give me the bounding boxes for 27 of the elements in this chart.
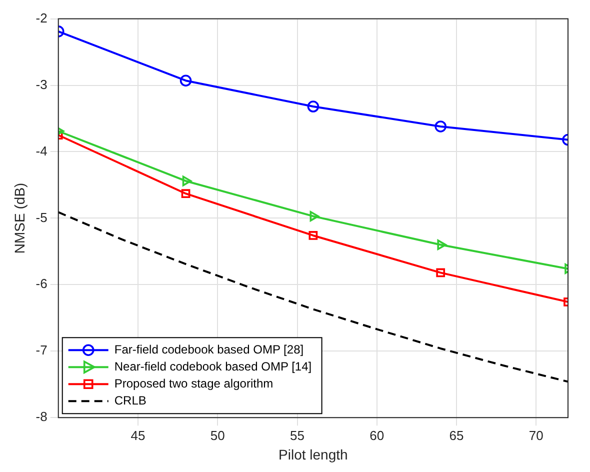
y-axis-title: NMSE (dB) xyxy=(11,182,28,254)
y-tick-label: -5 xyxy=(36,210,48,225)
y-tick-label: -8 xyxy=(36,409,48,424)
x-tick-label: 70 xyxy=(528,428,544,443)
legend-label: Far-field codebook based OMP [28] xyxy=(114,342,304,356)
x-tick-label: 60 xyxy=(370,428,384,443)
point xyxy=(310,210,320,222)
legend-label: Proposed two stage algorithm xyxy=(114,376,274,390)
point xyxy=(181,189,190,198)
y-tick-label: -4 xyxy=(36,143,48,158)
x-tick-label: 50 xyxy=(210,428,225,443)
point xyxy=(308,231,318,240)
legend-label: Near-field codebook based OMP [14] xyxy=(114,359,312,374)
y-tick-label: -6 xyxy=(36,276,48,292)
x-axis-title: Pilot length xyxy=(278,446,348,462)
x-tick-label: 65 xyxy=(449,428,464,443)
point xyxy=(434,120,446,132)
y-tick-label: -3 xyxy=(36,76,48,92)
point xyxy=(307,100,320,112)
x-tick-label: 55 xyxy=(290,428,304,443)
legend-label: CRLB xyxy=(114,393,146,408)
x-tick-label: 45 xyxy=(130,428,146,443)
point xyxy=(436,268,446,278)
y-tick-label: -2 xyxy=(36,10,48,26)
y-tick-label: -7 xyxy=(36,342,48,358)
point xyxy=(182,176,192,186)
point xyxy=(180,74,192,87)
